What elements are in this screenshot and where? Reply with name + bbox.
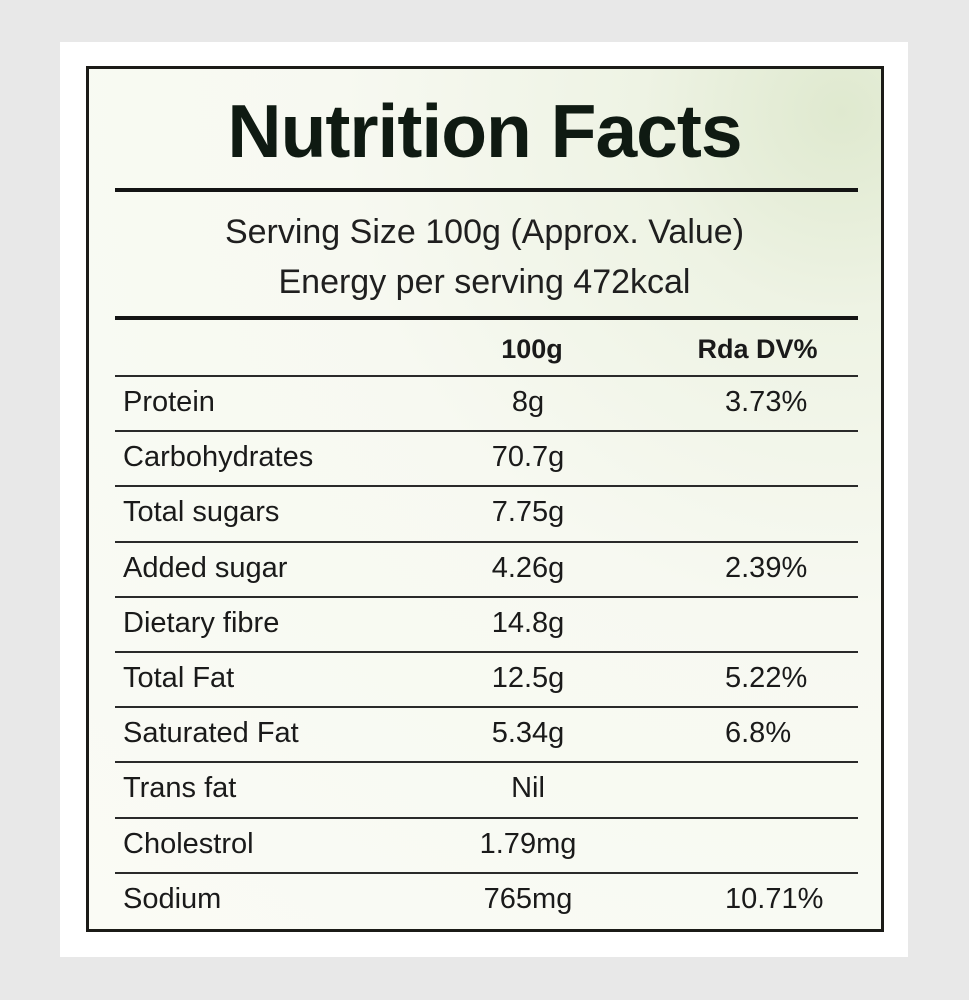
row-line	[115, 595, 858, 598]
amount: 8g	[511, 386, 545, 418]
title: Nutrition Facts	[227, 89, 742, 173]
row-line	[115, 651, 858, 653]
divider	[115, 316, 858, 320]
row-line	[115, 871, 858, 874]
daily-value: 10.71%	[725, 882, 824, 915]
nutrient: Trans fat	[123, 772, 237, 805]
row-line	[115, 706, 858, 709]
daily-value: 6.8%	[725, 717, 792, 750]
nutrient: Total Fat	[123, 662, 235, 694]
daily-value: 2.39%	[725, 551, 808, 584]
row-line	[115, 485, 858, 488]
row-line	[115, 816, 858, 819]
row-line	[115, 761, 858, 764]
row-line	[115, 430, 858, 433]
serving-size: Serving Size 100g (Approx. Value)	[224, 213, 745, 251]
nutrient: Protein	[123, 386, 215, 418]
nutrient: Total sugars	[123, 496, 280, 529]
amount: Nil	[511, 772, 545, 805]
amount: 12.5g	[491, 662, 565, 694]
nutrient: Added sugar	[123, 551, 288, 584]
energy: Energy per serving 472kcal	[278, 263, 691, 301]
amount: 4.26g	[491, 551, 565, 584]
amount: 14.8g	[491, 606, 565, 639]
amount: 1.79mg	[479, 827, 577, 860]
row-line	[115, 375, 858, 377]
amount: 5.34g	[491, 717, 565, 750]
divider	[115, 188, 858, 192]
nutrient: Saturated Fat	[123, 717, 299, 750]
amount: 765mg	[483, 882, 573, 915]
daily-value: 5.22%	[725, 662, 808, 694]
amount: 7.75g	[491, 496, 565, 529]
daily-value: 3.73%	[725, 386, 808, 418]
nutrition-panel	[86, 66, 884, 932]
column-header: Rda DV%	[697, 334, 818, 364]
row-line	[115, 540, 858, 543]
amount: 70.7g	[491, 441, 565, 474]
nutrient: Cholestrol	[123, 827, 254, 860]
nutrient: Carbohydrates	[123, 441, 314, 474]
nutrient: Sodium	[123, 882, 222, 915]
column-header: 100g	[501, 334, 563, 364]
nutrient: Dietary fibre	[123, 606, 280, 639]
